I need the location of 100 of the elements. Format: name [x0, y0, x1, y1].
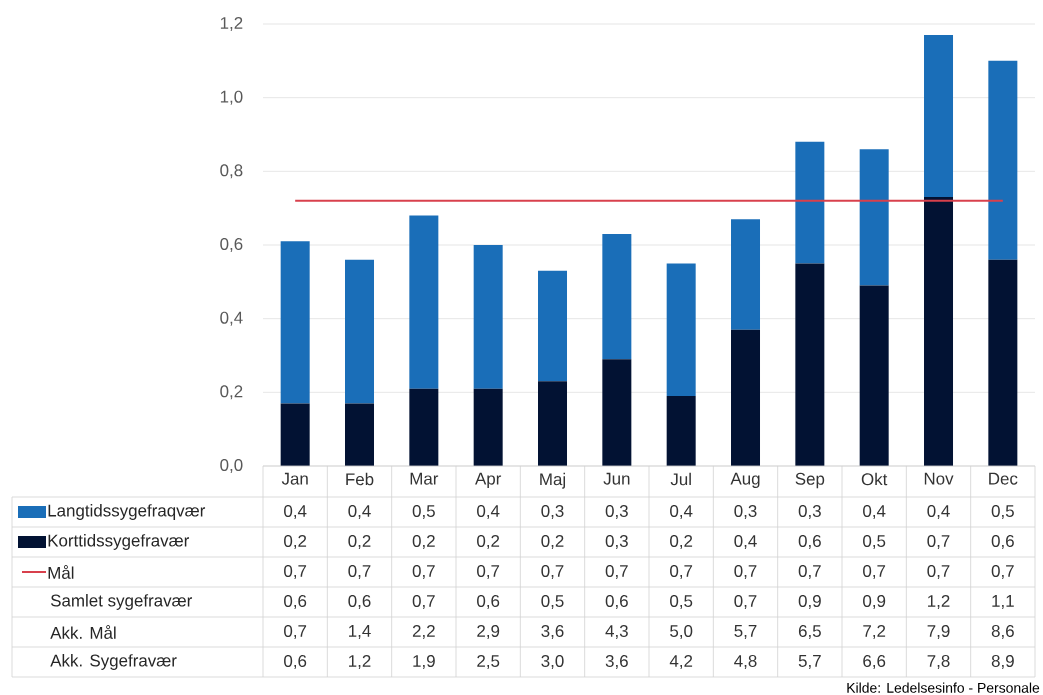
text: 0,6 [348, 595, 371, 609]
y-tick-label: 0,4 [220, 311, 243, 326]
data-label: 0,4 [348, 505, 371, 519]
bar [731, 329, 761, 466]
text: 4,3 [605, 625, 628, 639]
bar [795, 263, 825, 466]
bar [409, 215, 439, 389]
text: 3,0 [541, 655, 564, 669]
data-label: 0,7 [605, 565, 628, 579]
text: 1,4 [349, 625, 371, 639]
y-tick-label: 0,0 [220, 459, 243, 473]
text: 0,7 [284, 625, 307, 639]
text: 0,6 [284, 655, 307, 669]
data-label: 0,3 [605, 535, 628, 549]
data-label: 0,4 [927, 505, 950, 519]
text: Akk. Mål [50, 625, 116, 639]
text: 3,6 [605, 655, 628, 669]
legend-label: Korttidssygefravær [48, 534, 190, 550]
text: 4,2 [669, 655, 693, 669]
legend-label: Mål [48, 565, 74, 579]
x-tick-label: Maj [540, 472, 566, 489]
data-label: 0,3 [541, 505, 564, 519]
text: 1,2 [349, 655, 371, 669]
x-tick-label: Dec [989, 472, 1018, 485]
bar [602, 359, 632, 466]
x-tick-label: Sep [795, 472, 825, 489]
bar [473, 245, 503, 389]
data-label: 0,2 [348, 535, 371, 549]
bar [924, 35, 954, 198]
data-label: 0,3 [798, 505, 821, 519]
data-label: 0,7 [927, 535, 950, 549]
data-label: 0,5 [991, 505, 1014, 519]
x-tick-label: Mar [410, 472, 439, 485]
text: 8,6 [991, 625, 1014, 639]
bar [345, 403, 374, 466]
data-label: 0,7 [863, 565, 886, 579]
data-label: 0,7 [927, 565, 950, 579]
text: 0,6 [477, 595, 500, 609]
data-label: 0,4 [863, 505, 886, 519]
bar [666, 263, 696, 397]
x-tick-label: Jan [281, 472, 308, 485]
x-tick-label: Apr [475, 472, 502, 489]
data-label: 0,7 [348, 565, 371, 579]
y-tick-label: 0,6 [220, 238, 243, 252]
bar [345, 259, 374, 404]
text: 6,5 [798, 625, 821, 639]
text: 2,2 [412, 625, 435, 639]
data-label: 0,5 [412, 505, 435, 519]
data-label: 0,7 [991, 565, 1014, 579]
data-label: 0,4 [670, 505, 693, 519]
y-tick-label: 0,8 [220, 164, 243, 179]
bar [280, 241, 310, 404]
text: Akk. Sygefravær [50, 654, 177, 670]
data-label: 0,2 [477, 535, 500, 549]
data-label: 0,7 [412, 565, 435, 579]
bar [924, 197, 954, 466]
text: Samlet sygefravær [50, 594, 193, 610]
text: Kilde: Ledelsesinfo - Personale [847, 682, 1040, 693]
x-tick-label: Jul [670, 472, 691, 486]
bar [731, 219, 761, 330]
x-tick-label: Nov [924, 472, 954, 485]
text: 8,9 [991, 655, 1014, 669]
text: 4,8 [734, 655, 757, 669]
x-tick-label: Aug [730, 472, 760, 489]
y-tick-label: 1,0 [220, 90, 243, 105]
bar [538, 381, 568, 466]
text: 1,2 [928, 595, 950, 609]
bar [280, 403, 310, 466]
bar [602, 233, 632, 360]
data-label: 0,7 [284, 565, 307, 579]
text: 5,7 [798, 655, 821, 669]
data-label: 0,2 [670, 535, 693, 549]
text: 1,9 [413, 655, 435, 669]
text: 2,9 [477, 625, 500, 639]
data-label: 0,7 [670, 565, 693, 579]
data-label: 0,3 [734, 505, 757, 519]
text: 0,7 [734, 595, 757, 609]
text: 6,6 [863, 655, 886, 669]
data-label: 0,2 [284, 535, 307, 549]
bar [988, 259, 1018, 466]
data-label: 0,2 [412, 535, 435, 549]
bar [538, 270, 568, 382]
data-label: 0,6 [991, 535, 1014, 549]
bar [666, 396, 696, 466]
text: 1,1 [992, 595, 1014, 609]
text: 0,5 [670, 595, 693, 609]
legend-label: Langtidssygefraqvær [48, 504, 206, 520]
text: 7,9 [927, 625, 950, 639]
x-tick-label: Okt [861, 472, 888, 486]
data-label: 0,6 [798, 535, 821, 549]
data-label: 0,3 [605, 505, 628, 519]
bar [859, 285, 889, 466]
text: 0,7 [412, 595, 435, 609]
x-tick-label: Jun [603, 472, 630, 485]
x-tick-label: Feb [346, 472, 374, 486]
text: 3,6 [541, 625, 564, 639]
text: 0,9 [863, 595, 886, 609]
data-label: 0,7 [798, 565, 821, 579]
data-label: 0,7 [477, 565, 500, 579]
text: 0,6 [605, 595, 628, 609]
